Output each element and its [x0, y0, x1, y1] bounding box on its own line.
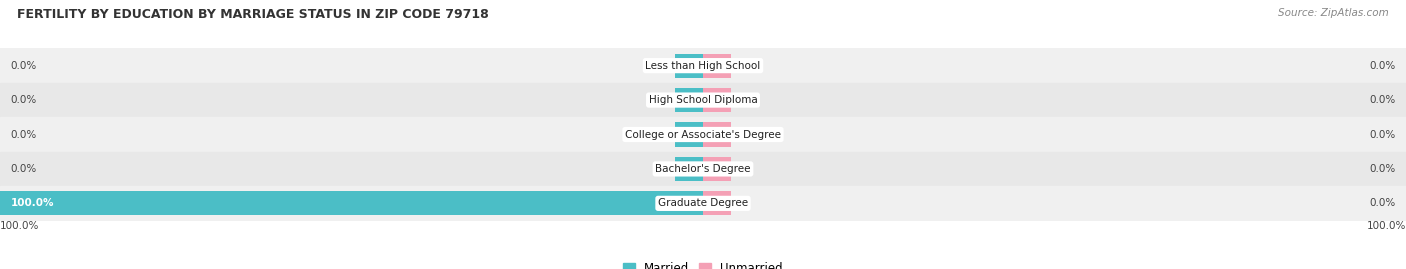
Text: College or Associate's Degree: College or Associate's Degree	[626, 129, 780, 140]
Bar	[0, 83, 1406, 117]
Text: 100.0%: 100.0%	[10, 198, 53, 208]
Text: Less than High School: Less than High School	[645, 61, 761, 71]
Bar	[0, 117, 1406, 152]
Bar	[703, 122, 731, 147]
Bar	[675, 88, 703, 112]
Text: 0.0%: 0.0%	[1369, 164, 1395, 174]
Bar	[0, 152, 1406, 186]
Bar	[0, 48, 1406, 83]
Text: 0.0%: 0.0%	[10, 164, 37, 174]
Bar	[675, 157, 703, 181]
Text: High School Diploma: High School Diploma	[648, 95, 758, 105]
Text: 100.0%: 100.0%	[1367, 221, 1406, 231]
Bar	[703, 157, 731, 181]
Text: 0.0%: 0.0%	[10, 129, 37, 140]
Text: 0.0%: 0.0%	[10, 95, 37, 105]
Text: 0.0%: 0.0%	[1369, 129, 1395, 140]
Bar	[0, 186, 1406, 221]
Text: Bachelor's Degree: Bachelor's Degree	[655, 164, 751, 174]
Text: Source: ZipAtlas.com: Source: ZipAtlas.com	[1278, 8, 1389, 18]
Bar	[675, 122, 703, 147]
Text: 0.0%: 0.0%	[1369, 198, 1395, 208]
Legend: Married, Unmarried: Married, Unmarried	[619, 258, 787, 269]
Text: 0.0%: 0.0%	[1369, 95, 1395, 105]
Text: 100.0%: 100.0%	[0, 221, 39, 231]
Bar	[703, 191, 731, 215]
Bar	[0, 191, 703, 215]
Text: 0.0%: 0.0%	[1369, 61, 1395, 71]
Text: Graduate Degree: Graduate Degree	[658, 198, 748, 208]
Bar	[703, 54, 731, 78]
Text: 0.0%: 0.0%	[10, 61, 37, 71]
Bar	[675, 54, 703, 78]
Text: FERTILITY BY EDUCATION BY MARRIAGE STATUS IN ZIP CODE 79718: FERTILITY BY EDUCATION BY MARRIAGE STATU…	[17, 8, 489, 21]
Bar	[703, 88, 731, 112]
